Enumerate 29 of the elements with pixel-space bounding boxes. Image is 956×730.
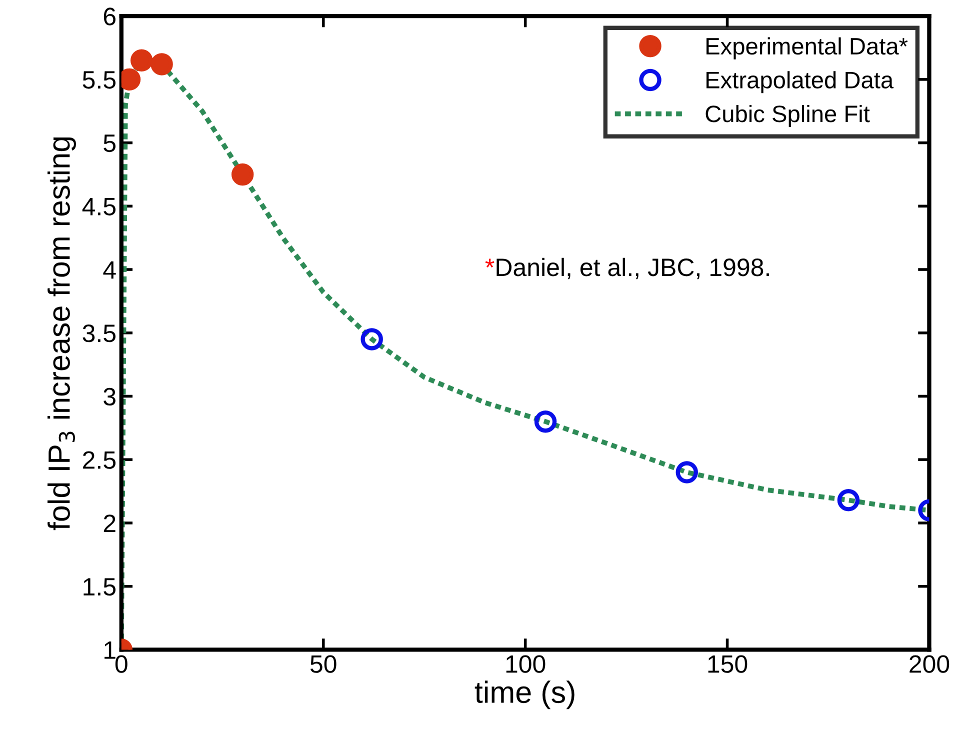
y-tick-label: 3.5 [82,324,116,342]
point [130,49,153,72]
y-tick-label: 4 [103,261,116,279]
y-tick-label: 3 [104,388,116,406]
x-tick-label: 0 [115,655,128,673]
y-tick-label: 4.5 [82,198,116,216]
x-tick-label: 100 [506,655,546,673]
x-tick-label: 50 [310,655,336,673]
point [360,328,383,350]
point [837,489,860,512]
legend-label: Experimental Data* [706,37,908,60]
y-tick-label: 6 [104,8,116,26]
legend-label: Cubic Spline Fit [706,104,870,127]
y-tick-label: 2 [104,514,116,532]
x-tick-label: 150 [708,655,748,673]
y-tick-label: 2.5 [83,451,116,469]
annotation: *Daniel, et al., JBC, 1998. [485,258,769,280]
x-axis-title: time (s) [474,680,574,710]
point [231,163,254,186]
point [676,461,698,484]
y-tick-label: 1 [104,642,116,659]
point [150,53,173,76]
x-tick-label: 200 [910,655,950,673]
point [534,410,557,433]
y-tick-label: 5 [104,134,116,152]
y-axis-title: fold IP$_{3}$ increase from resting [48,137,76,530]
y-tick-label: 1.5 [84,578,116,596]
legend-label: Extrapolated Data [706,71,894,94]
y-tick-label: 5.5 [82,71,116,89]
